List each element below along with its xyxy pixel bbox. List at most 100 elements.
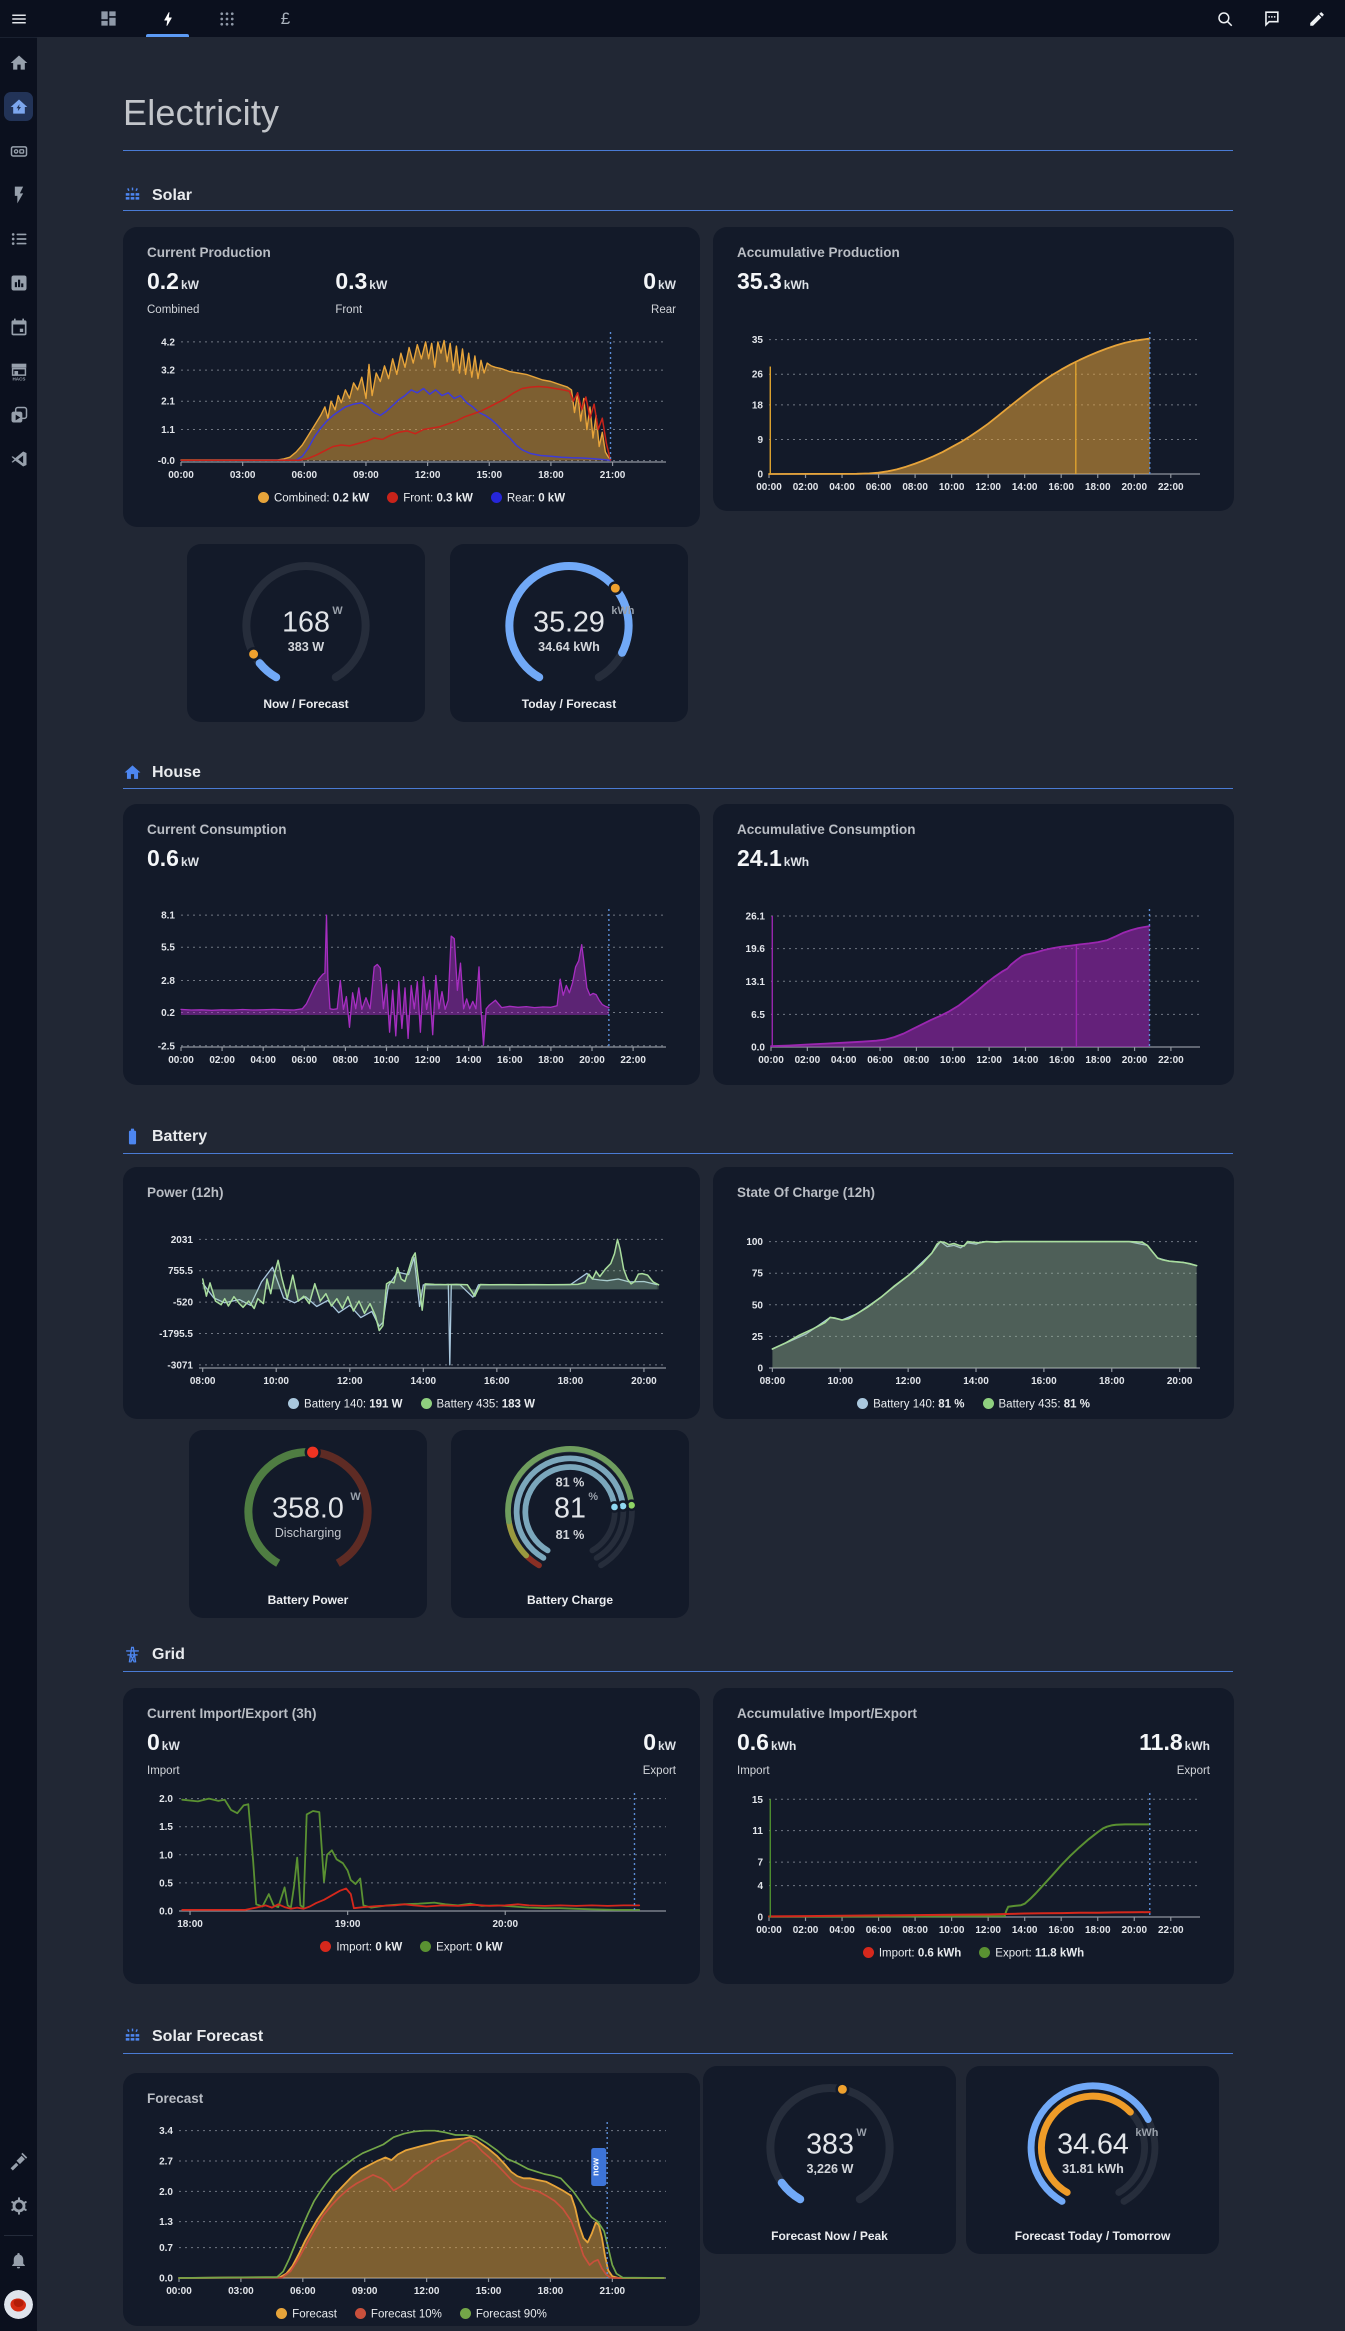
stats-row: 0.6 kW	[147, 845, 676, 897]
sidebar-item-energy[interactable]	[4, 180, 33, 209]
svg-text:W: W	[350, 1491, 361, 1503]
hammer-icon	[10, 2152, 28, 2171]
svg-text:02:00: 02:00	[795, 1055, 821, 1066]
solar-power-icon	[125, 2028, 140, 2041]
card-battery-power: Power (12h) -3071 -1795.5 -520 755.5 2031 08:…	[123, 1167, 700, 1419]
tab-devices[interactable]	[197, 0, 256, 37]
svg-text:26: 26	[752, 370, 764, 381]
chart-box-icon	[11, 275, 26, 290]
svg-text:15: 15	[752, 1795, 764, 1806]
topbar-actions	[1207, 1, 1345, 37]
svg-text:15:00: 15:00	[476, 2286, 502, 2297]
card-gauge-battery-charge: 81 % 81% 81 % Battery Charge	[451, 1430, 689, 1618]
motion-play-icon	[11, 406, 27, 422]
svg-text:168: 168	[282, 606, 330, 638]
sidebar-item-developer-tools[interactable]	[4, 2147, 33, 2176]
menu-button[interactable]	[0, 0, 37, 37]
svg-text:00:00: 00:00	[168, 470, 194, 481]
card-gauge-forecast-today: 34.64 kWh 31.81 kWh Forecast Today / Tomor…	[966, 2066, 1219, 2254]
svg-text:-520: -520	[173, 1298, 193, 1309]
solar-now-gauge: 168 W 383 W	[242, 562, 370, 682]
svg-text:now: now	[591, 2157, 601, 2176]
svg-text:0: 0	[757, 1364, 763, 1375]
sidebar-item-todo-list[interactable]	[4, 224, 33, 253]
stats-row: 24.1 kWh	[737, 845, 1210, 897]
stat-label: Export	[642, 1765, 676, 1777]
svg-text:22:00: 22:00	[1158, 1925, 1184, 1936]
title-rule	[123, 150, 1233, 151]
sidebar-item-home-energy[interactable]	[4, 92, 33, 121]
card-gauge-solar-today: 35.29 kWh 34.64 kWh Today / Forecast	[450, 544, 688, 722]
battery-soc-chart: 0 25 50 75 100 08:00 10:00 12:00 14:00 16:00 18:00…	[746, 1237, 1200, 1387]
stat-label: Import	[737, 1765, 770, 1777]
svg-text:81 %: 81 %	[556, 1475, 585, 1489]
tab-overview[interactable]	[79, 0, 138, 37]
sidebar-item-home[interactable]	[4, 48, 33, 77]
svg-text:18:00: 18:00	[538, 1055, 564, 1066]
edit-dashboard-button[interactable]	[1299, 1, 1335, 37]
svg-text:14:00: 14:00	[963, 1376, 989, 1387]
sidebar-item-notifications[interactable]	[4, 2246, 33, 2275]
assist-button[interactable]	[1253, 1, 1289, 37]
svg-text:2.0: 2.0	[159, 2187, 173, 2198]
home-icon	[10, 55, 27, 70]
search-button[interactable]	[1207, 1, 1243, 37]
svg-text:12:00: 12:00	[415, 470, 441, 481]
stat-total: 35.3 kWh	[737, 268, 809, 295]
svg-text:12:00: 12:00	[895, 1376, 921, 1387]
section-rule-house	[123, 788, 1233, 789]
svg-text:2.7: 2.7	[159, 2157, 173, 2168]
svg-text:22:00: 22:00	[1158, 1055, 1184, 1066]
sidebar-item-history[interactable]	[4, 268, 33, 297]
svg-text:0.0: 0.0	[159, 2274, 173, 2285]
svg-text:14:00: 14:00	[1013, 1055, 1039, 1066]
svg-text:2.0: 2.0	[159, 1794, 173, 1805]
card-battery-soc: State Of Charge (12h) 0 25 50 75 100 08:00 10:…	[713, 1167, 1234, 1419]
svg-text:3.4: 3.4	[159, 2126, 173, 2137]
home-icon	[124, 765, 141, 779]
svg-text:06:00: 06:00	[290, 2286, 316, 2297]
stat-value: 0.2 kW	[147, 268, 199, 294]
svg-text:2.8: 2.8	[161, 976, 175, 987]
tab-electricity[interactable]	[138, 0, 197, 37]
svg-text:22:00: 22:00	[1158, 482, 1184, 493]
svg-text:20:00: 20:00	[1167, 1376, 1193, 1387]
svg-text:kWh: kWh	[1135, 2127, 1158, 2139]
svg-text:09:00: 09:00	[352, 2286, 378, 2297]
tab-costs[interactable]: £	[256, 0, 315, 37]
sidebar-item-hacs[interactable]: HACS	[4, 356, 33, 385]
svg-text:16:00: 16:00	[1049, 1055, 1075, 1066]
sidebar-item-media[interactable]	[4, 400, 33, 429]
stat-value: 0.6 kW	[147, 845, 199, 871]
card-forecast: Forecast 0.0 0.7 1.3 2.0 2.7 3.4 00:00 03:00 06:…	[123, 2073, 700, 2326]
section-header-battery: Battery	[123, 1127, 207, 1146]
card-title: Current Production	[147, 245, 271, 260]
svg-text:35: 35	[752, 335, 764, 346]
sidebar-item-calendar[interactable]	[4, 312, 33, 341]
gauge-label: Forecast Now / Peak	[771, 2229, 888, 2243]
section-title: House	[152, 763, 201, 781]
svg-text:75: 75	[752, 1269, 764, 1280]
stat-label: Rear	[651, 304, 676, 316]
sidebar-item-vscode[interactable]	[4, 444, 33, 473]
stat-value: 0 kW	[147, 1729, 180, 1755]
svg-text:04:00: 04:00	[250, 1055, 276, 1066]
stat-import: 0.6 kWh Import	[737, 1729, 796, 1777]
sidebar-item-settings[interactable]	[4, 2191, 33, 2220]
svg-text:18:00: 18:00	[1099, 1376, 1125, 1387]
svg-text:00:00: 00:00	[758, 1055, 784, 1066]
svg-text:20:00: 20:00	[1122, 1055, 1148, 1066]
svg-text:18:00: 18:00	[1085, 1055, 1111, 1066]
section-title: Grid	[152, 1645, 185, 1663]
battery-charge-gauge: 81 %81 %81 %	[505, 1446, 638, 1569]
sidebar-item-media-dashboard[interactable]	[4, 136, 33, 165]
svg-text:0.5: 0.5	[159, 1878, 173, 1889]
user-avatar[interactable]	[4, 2290, 33, 2319]
gauge-label: Battery Charge	[526, 1593, 614, 1607]
svg-text:04:00: 04:00	[829, 1925, 855, 1936]
svg-text:00:00: 00:00	[166, 2286, 192, 2297]
legend-item: Combined: 0.2 kW	[257, 492, 369, 505]
chart-legend: Import: 0.6 kWh Export: 11.8 kWh	[735, 1947, 1212, 1960]
svg-text:-2.5: -2.5	[158, 1041, 176, 1052]
svg-text:08:00: 08:00	[902, 1925, 928, 1936]
